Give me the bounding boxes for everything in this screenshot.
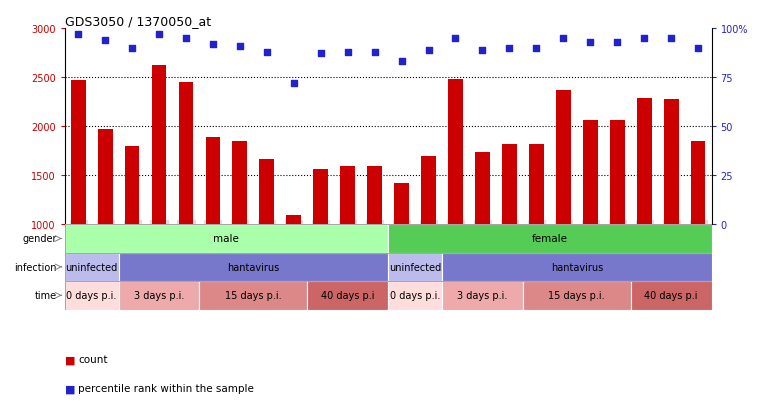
Bar [314,170,328,225]
Point [153,31,165,38]
Point [611,39,623,46]
Point [126,45,139,52]
Bar [583,121,597,225]
Text: 15 days p.i.: 15 days p.i. [549,291,605,301]
Text: infection: infection [14,262,56,272]
Text: 40 days p.i: 40 days p.i [645,291,698,301]
Bar [179,83,193,225]
Text: count: count [78,354,108,364]
Text: percentile rank within the sample: percentile rank within the sample [78,383,254,393]
Bar [556,90,571,225]
Bar [119,253,388,281]
Bar [664,100,679,225]
Point [342,49,354,56]
Bar [388,225,712,253]
Point [180,36,192,42]
Bar [502,145,517,225]
Text: uninfected: uninfected [65,262,118,272]
Bar [610,121,625,225]
Bar [307,281,388,310]
Bar [119,281,199,310]
Bar [232,142,247,225]
Text: ■: ■ [65,354,78,364]
Text: 3 days p.i.: 3 days p.i. [134,291,184,301]
Bar [448,80,463,225]
Text: GDS3050 / 1370050_at: GDS3050 / 1370050_at [65,15,211,28]
Point [207,41,219,48]
Text: 0 days p.i.: 0 days p.i. [390,291,441,301]
Text: 15 days p.i.: 15 days p.i. [225,291,282,301]
Text: hantavirus: hantavirus [228,262,279,272]
Text: ■: ■ [65,383,78,393]
Bar [631,281,712,310]
Bar [442,281,523,310]
Bar [286,216,301,225]
Point [422,47,435,54]
Bar [421,156,436,225]
Bar [637,98,651,225]
Point [261,49,273,56]
Bar [442,253,712,281]
Bar [523,281,631,310]
Bar [368,167,382,225]
Bar [65,253,119,281]
Point [234,43,246,50]
Text: female: female [532,234,568,244]
Bar [65,281,119,310]
Bar [394,184,409,225]
Point [530,45,543,52]
Point [72,31,84,38]
Text: 40 days p.i: 40 days p.i [321,291,374,301]
Point [314,51,326,58]
Bar [691,142,705,225]
Bar [205,138,221,225]
Text: gender: gender [22,234,56,244]
Bar [65,225,388,253]
Point [503,45,515,52]
Point [638,36,650,42]
Bar [260,160,274,225]
Bar [475,152,490,225]
Point [368,49,380,56]
Bar [125,146,139,225]
Point [692,45,704,52]
Text: hantavirus: hantavirus [551,262,603,272]
Bar [71,81,85,225]
Bar [340,167,355,225]
Point [557,36,569,42]
Text: time: time [34,291,56,301]
Text: uninfected: uninfected [389,262,441,272]
Bar [97,130,113,225]
Point [99,37,111,44]
Point [396,59,408,66]
Bar [199,281,307,310]
Bar [529,145,544,225]
Text: 0 days p.i.: 0 days p.i. [66,291,117,301]
Text: male: male [213,234,240,244]
Point [584,39,597,46]
Bar [151,66,167,225]
Bar [388,281,442,310]
Point [450,36,462,42]
Bar [388,253,442,281]
Point [476,47,489,54]
Point [288,81,300,87]
Text: 3 days p.i.: 3 days p.i. [457,291,508,301]
Point [665,36,677,42]
